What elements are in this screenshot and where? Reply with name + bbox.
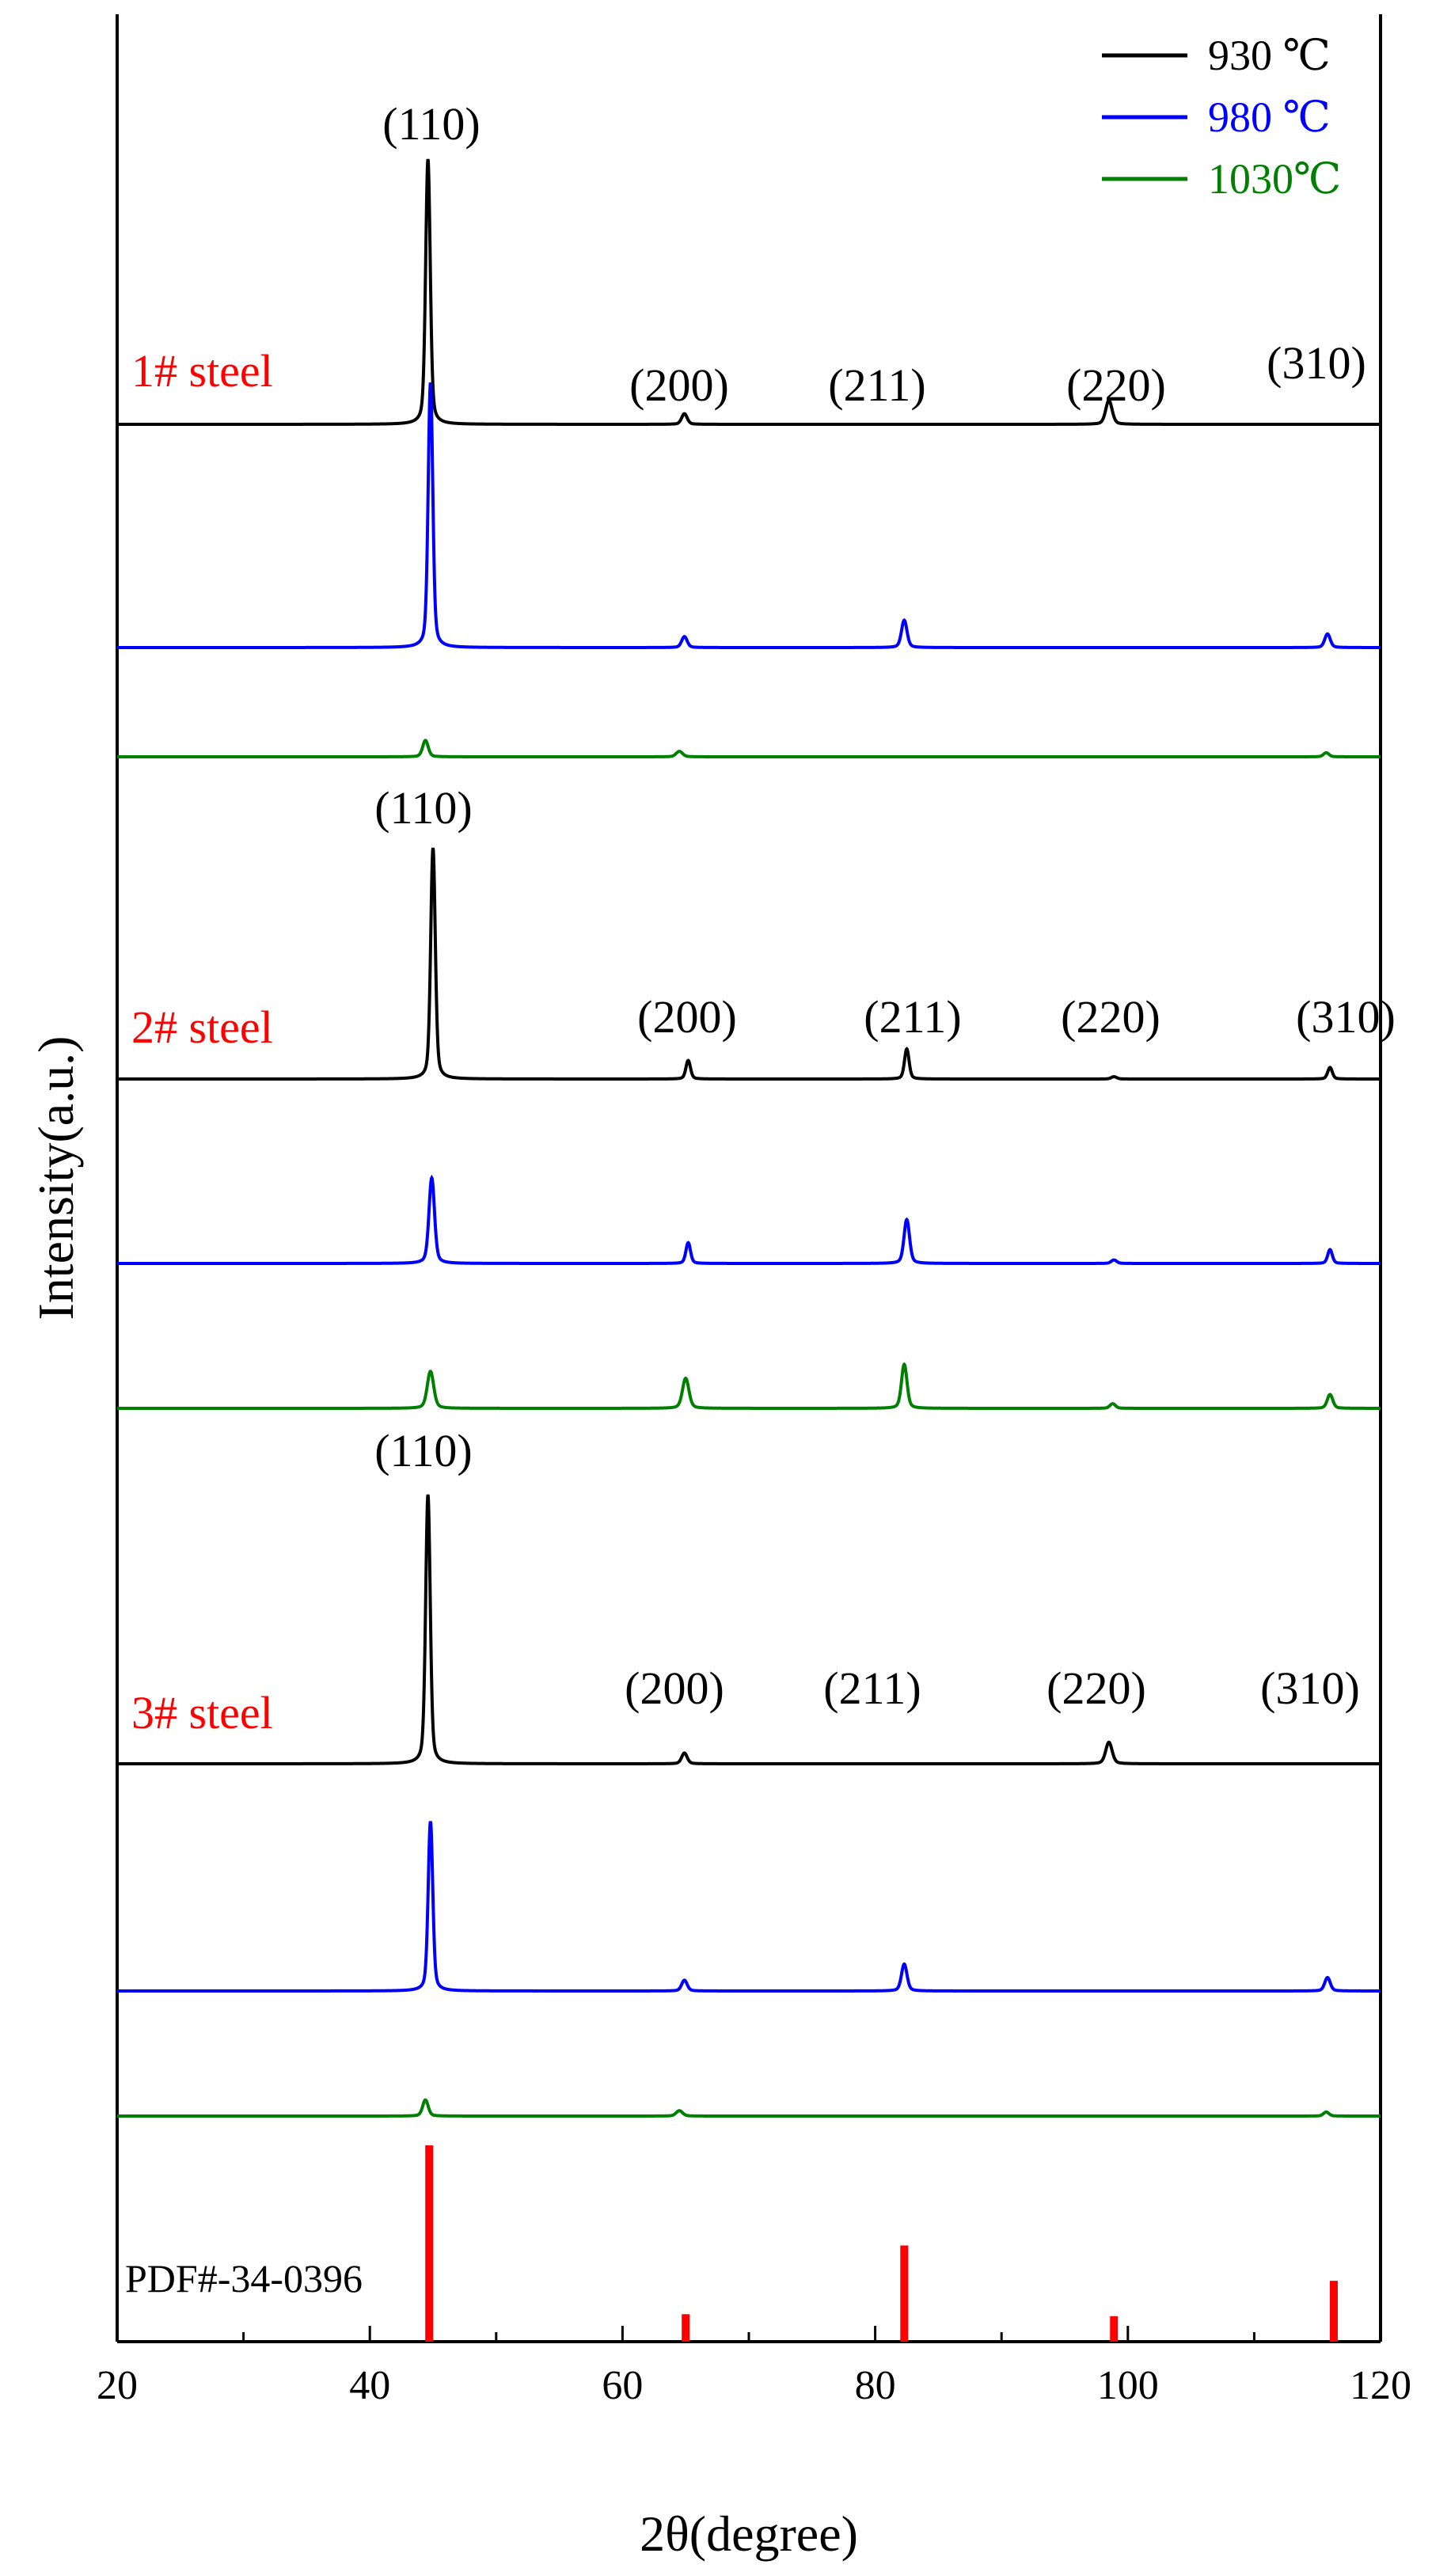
peak-label-3-3: (211): [823, 1662, 921, 1714]
panel-1: [117, 158, 1381, 758]
peak-label-1-3: (211): [828, 359, 925, 411]
legend-entry-2: 980 ℃: [1208, 93, 1331, 141]
peak-label-2-1: (110): [374, 782, 472, 834]
x-axis: 20 40 60 80 100 120 2θ(degree) Intensity(a.u.): [28, 1036, 1411, 2563]
chart-labels: 1# steel (110) (200) (211) (220) (310) 2# stee…: [125, 98, 1396, 2301]
peak-label-3-2: (200): [625, 1662, 724, 1714]
x-tick-label-120: 120: [1350, 2363, 1411, 2408]
series-line-1-2: [117, 382, 1381, 649]
x-tick-label-60: 60: [602, 2363, 643, 2408]
legend-entry-3: 1030℃: [1208, 155, 1341, 203]
series-line-2-3: [117, 1362, 1381, 1410]
series-line-3-1: [117, 1494, 1381, 1765]
reference-line-4: [1110, 2316, 1119, 2342]
panel-label-2: 2# steel: [131, 1001, 273, 1053]
series-line-2-1: [117, 847, 1381, 1081]
series-line-2-2: [117, 1174, 1381, 1265]
peak-label-1-4: (220): [1066, 359, 1166, 411]
peak-label-3-5: (310): [1260, 1662, 1360, 1714]
peak-label-3-1: (110): [374, 1425, 472, 1476]
peak-label-2-3: (211): [864, 991, 961, 1043]
panel-label-1: 1# steel: [131, 345, 273, 397]
panel-label-3: 3# steel: [131, 1687, 273, 1738]
reference-line-3: [900, 2245, 909, 2342]
x-tick-label-100: 100: [1097, 2363, 1159, 2408]
x-tick-label-40: 40: [349, 2363, 390, 2408]
peak-label-2-4: (220): [1061, 991, 1160, 1043]
x-tick-label-20: 20: [97, 2363, 138, 2408]
peak-label-1-5: (310): [1267, 337, 1366, 389]
reference-pattern: [425, 2145, 1338, 2342]
legend: 930 ℃ 980 ℃ 1030℃: [1102, 32, 1341, 203]
panel-2: [117, 847, 1381, 1410]
reference-line-2: [682, 2314, 690, 2342]
series-line-1-3: [117, 739, 1381, 758]
series-line-1-1: [117, 158, 1381, 426]
plot-frame: [116, 14, 1382, 2343]
reference-line-1: [425, 2145, 434, 2342]
reference-label: PDF#-34-0396: [125, 2256, 363, 2301]
diffraction-patterns: [117, 158, 1381, 2118]
peak-label-1-1: (110): [382, 98, 480, 150]
series-line-3-2: [117, 1821, 1381, 1993]
series-line-3-3: [117, 2098, 1381, 2118]
panel-3: [117, 1494, 1381, 2118]
peak-label-1-2: (200): [629, 359, 729, 411]
peak-label-2-5: (310): [1296, 991, 1396, 1043]
reference-line-5: [1329, 2281, 1338, 2342]
y-axis-title: Intensity(a.u.): [28, 1036, 84, 1320]
x-axis-title: 2θ(degree): [640, 2506, 858, 2562]
legend-entry-1: 930 ℃: [1208, 32, 1331, 79]
peak-label-3-4: (220): [1046, 1662, 1146, 1714]
x-tick-label-80: 80: [855, 2363, 896, 2408]
peak-label-2-2: (200): [637, 991, 737, 1043]
